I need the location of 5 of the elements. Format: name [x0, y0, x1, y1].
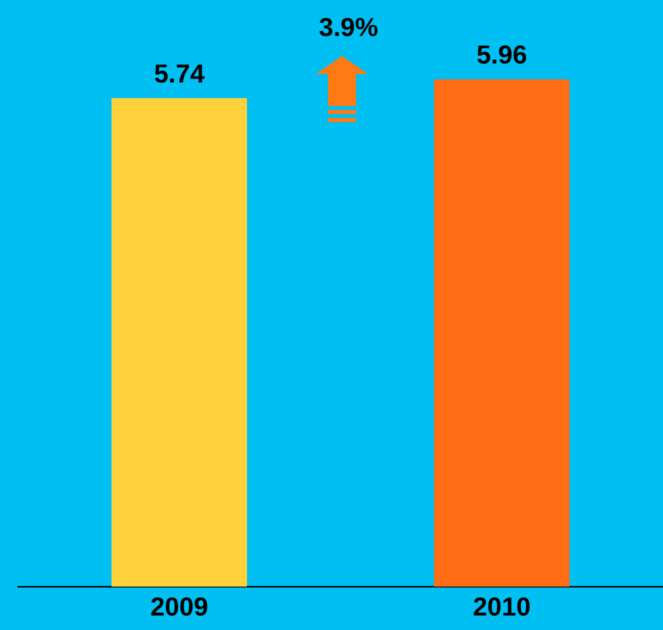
x-tick-label: 2009	[150, 592, 208, 622]
x-tick-label: 2010	[472, 592, 531, 622]
data-label: 5.74	[154, 58, 206, 88]
text: 3.9%	[318, 12, 378, 42]
data-label: 5.96	[476, 40, 528, 70]
